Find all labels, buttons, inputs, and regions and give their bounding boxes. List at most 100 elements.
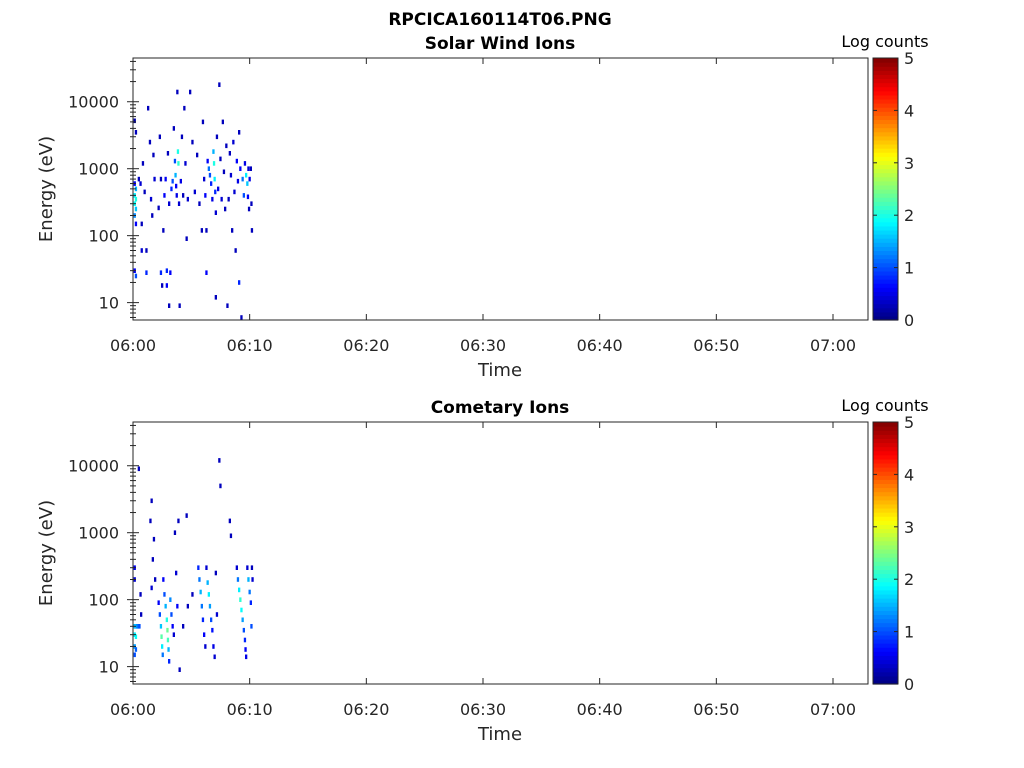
heatmap-cell [226,303,229,308]
heatmap-cell [161,644,164,649]
heatmap-cell [134,273,138,279]
heatmap-cell [186,603,189,609]
heatmap-cell [139,181,142,186]
colorbar-tick-label: 3 [904,154,914,173]
colorbar-segment [873,295,898,301]
heatmap-cell [169,597,172,602]
heatmap-cell [149,518,152,524]
colorbar-segment [873,299,898,305]
heatmap-cell [163,592,166,597]
heatmap-cell [177,518,180,524]
heatmap-cell [158,134,161,140]
heatmap-cell [164,176,167,182]
colorbar-tick-label: 1 [904,259,914,278]
heatmap-cell [238,280,241,285]
heatmap-cell [178,303,181,308]
heatmap-cell [207,592,210,597]
colorbar-segment [873,679,898,685]
colorbar-segment [873,491,898,497]
colorbar-segment [873,135,898,141]
colorbar-segment [873,561,898,566]
x-tick-label: 06:30 [460,336,506,355]
heatmap-cell [203,176,206,182]
colorbar-segment [873,467,898,472]
heatmap-cell [134,221,138,227]
colorbar-tick-label: 2 [904,570,914,589]
x-axis: 06:00 06:10 06:20 06:30 06:40 06:50 07:00 [110,58,856,355]
colorbar-segment [873,675,898,681]
heatmap-cell [139,592,142,597]
colorbar-segment [873,111,898,116]
colorbar-segment [873,540,898,546]
heatmap-cell [198,577,201,582]
colorbar-segment [873,426,898,431]
heatmap-cell [166,637,170,643]
colorbar-segment [873,565,898,570]
y-axis-label: Energy (eV) [36,500,57,606]
colorbar-segment [873,213,898,219]
heatmap-cell [214,570,217,576]
heatmap-cell [137,466,140,472]
heatmap-cell [167,647,170,652]
colorbar-segment [873,503,898,509]
heatmap-cell [166,151,170,156]
heatmap-cell [138,624,141,629]
heatmap-cell [249,600,252,605]
heatmap-cell [251,577,254,582]
panel-title: Cometary Ions [431,398,570,418]
colorbar-segment [873,483,898,489]
colorbar-label: Log counts [841,396,928,415]
colorbar-segment [873,246,898,251]
colorbar-segment [873,528,898,534]
colorbar-tick-label: 4 [904,101,914,120]
heatmap-cell [242,193,245,198]
colorbar-segment [873,197,898,202]
y-tick-label: 1000 [78,160,119,179]
colorbar-tick-label: 4 [904,465,914,484]
heatmap-cell [176,149,180,154]
heatmap-cell [145,248,148,253]
heatmap-cell [197,565,200,570]
heatmap-cell [215,612,219,617]
x-tick-label: 06:00 [110,700,156,719]
colorbar-segment [873,180,898,186]
heatmap-cell [204,193,207,198]
heatmap-cell [218,458,221,463]
x-tick-label: 06:50 [693,700,739,719]
heatmap-cell [168,201,171,206]
heatmap-cell [249,166,252,171]
heatmap-cell [247,206,251,212]
heatmap-cell [168,659,171,664]
colorbar-tick-label: 5 [904,49,914,68]
colorbar-segment [873,438,898,444]
heatmap-cell [229,533,233,539]
colorbar-segment [873,647,898,652]
colorbar-frame [872,57,899,321]
heatmap-cell [210,617,213,623]
colorbar-tick-label: 0 [904,311,914,330]
heatmap-cell [149,196,153,202]
colorbar-segment [873,446,898,452]
plot-frame [132,421,869,685]
colorbar-segment [873,123,898,129]
x-tick-label: 06:20 [343,700,389,719]
heatmap-cell [134,634,138,639]
colorbar-segment [873,557,898,562]
heatmap-cell [173,530,177,535]
colorbar-segment [873,548,898,554]
heatmap-cell [179,178,182,184]
colorbar-segment [873,156,898,161]
plot-frame [132,57,869,321]
x-tick-label: 06:00 [110,336,156,355]
colorbar-segment [873,225,898,231]
heatmap-cell [250,228,254,233]
colorbar-segment [873,598,898,603]
colorbar-segment [873,589,898,595]
y-axis: 10 100 1000 10000 [68,60,139,318]
colorbar-segment [873,176,898,182]
heatmap-cell [185,513,188,518]
colorbar-segment [873,479,898,484]
colorbar: 0 1 2 3 4 5 [872,49,914,330]
heatmap-cell [198,201,201,206]
heatmap-cell [172,632,175,637]
